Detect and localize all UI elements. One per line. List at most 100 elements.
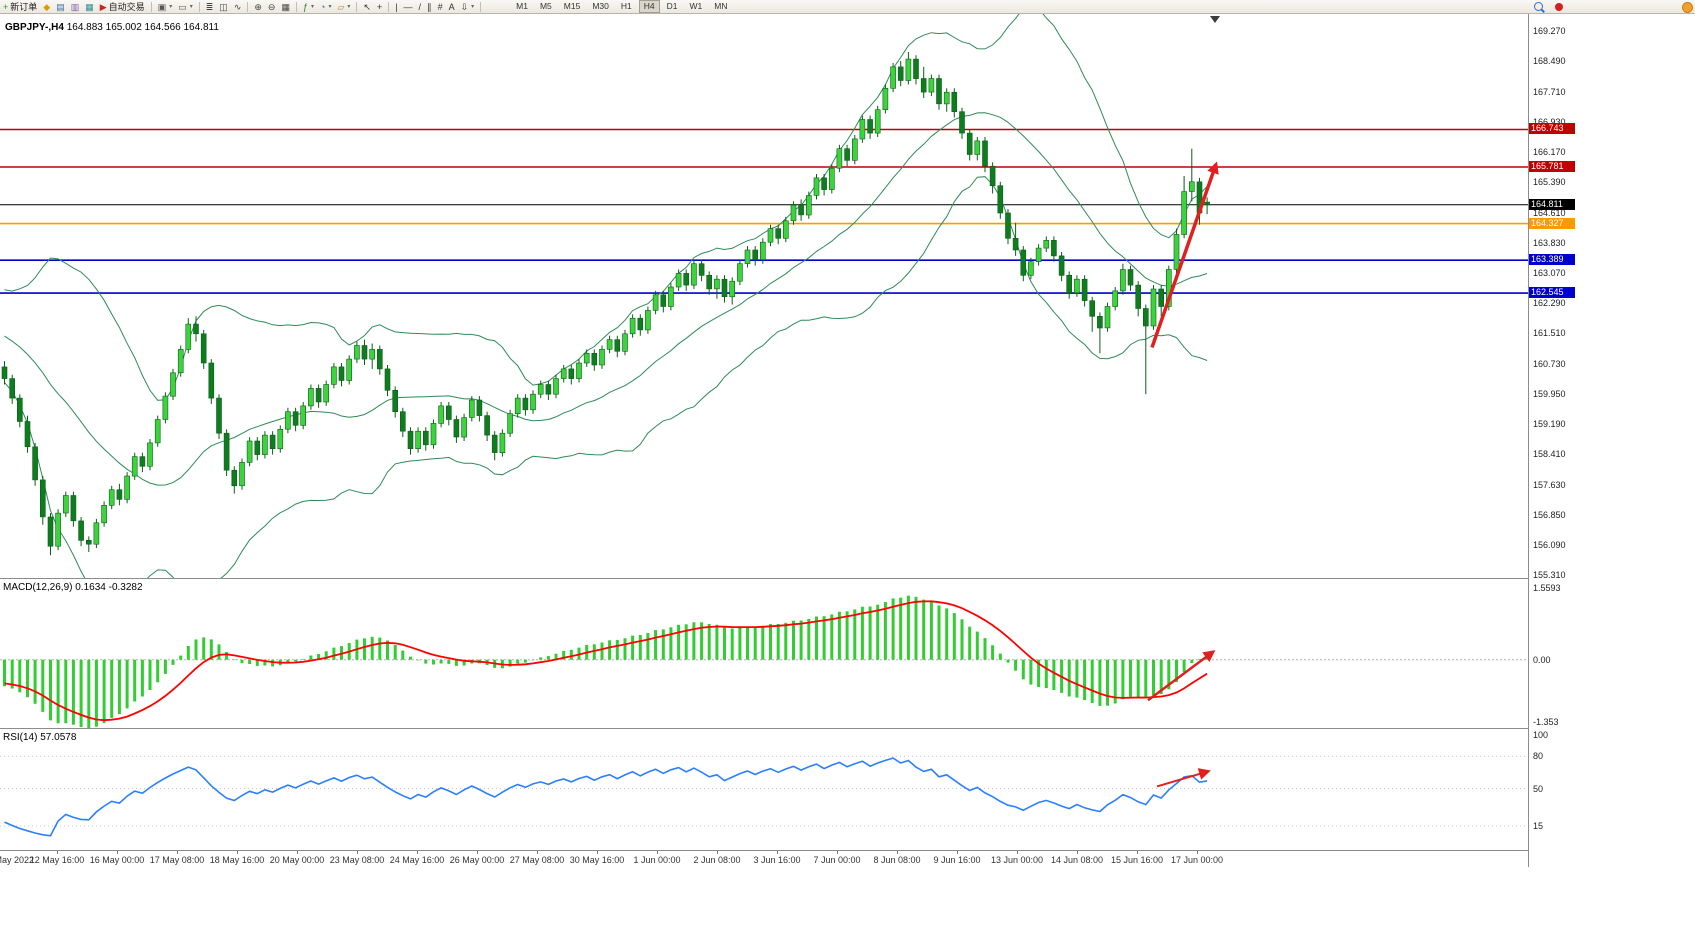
toolbar-separator <box>247 1 249 12</box>
trendline-button[interactable]: / <box>416 1 425 13</box>
crosshair-button[interactable]: + <box>374 1 385 13</box>
time-axis-tick <box>957 851 958 854</box>
zoom-in-button[interactable]: ⊕ <box>251 1 265 13</box>
ohlc-bars-icon: ≣ <box>205 1 214 12</box>
rsi-axis-label: 15 <box>1533 821 1544 831</box>
notification-badge-icon[interactable] <box>1682 2 1693 13</box>
arrows-button[interactable]: ⇩ ▾ <box>458 1 478 13</box>
timeframe-m30-button[interactable]: M30 <box>592 1 609 11</box>
time-axis-tick <box>57 851 58 854</box>
vertical-line-icon: | <box>395 1 398 12</box>
time-axis-tick <box>597 851 598 854</box>
new-chart-button[interactable]: ▣ ▾ <box>155 1 176 13</box>
navigator-button[interactable]: ▥ <box>68 1 83 13</box>
channel-button[interactable]: ∥ <box>424 1 435 13</box>
chart-shift-marker[interactable] <box>1210 16 1220 23</box>
cursor-button[interactable]: ↖ <box>360 1 374 13</box>
profiles-button[interactable]: ▭ ▾ <box>175 1 196 13</box>
trendline-icon: / <box>418 1 422 12</box>
rsi-line <box>4 757 1208 837</box>
macd-panel[interactable]: MACD(12,26,9) 0.1634 -0.3282 <box>0 579 1529 728</box>
time-axis-label: 9 Jun 16:00 <box>933 855 981 865</box>
toolbar-separator <box>198 1 200 12</box>
rsi-arrow-annotation[interactable] <box>1156 768 1211 788</box>
timeframe-mn-button[interactable]: MN <box>714 1 728 11</box>
rsi-value: 57.0578 <box>40 732 77 743</box>
panel-separator[interactable] <box>0 578 1695 579</box>
record-icon[interactable] <box>1555 2 1563 11</box>
time-axis-label: 16 May 00:00 <box>89 855 145 865</box>
rsi-axis-label: 50 <box>1533 784 1544 794</box>
price-scale[interactable]: 169.270 168.490 167.710 166.930 166.170 165.3… <box>1529 14 1695 867</box>
candles <box>1 52 1210 556</box>
time-axis-tick <box>1137 851 1138 854</box>
marketwatch-button[interactable]: ◆ <box>40 1 53 13</box>
tile-windows-button[interactable]: ▦ <box>278 1 293 13</box>
rsi-canvas[interactable] <box>0 729 1529 850</box>
bollinger-upper-band <box>4 14 1208 401</box>
price-axis-label: 168.490 <box>1533 56 1566 66</box>
bars-button[interactable]: ≣ <box>203 1 217 13</box>
vline-button[interactable]: | <box>392 1 400 13</box>
price-axis-label: 167.710 <box>1533 87 1566 97</box>
line-chart-button[interactable]: ∿ <box>231 1 245 13</box>
timeframe-w1-button[interactable]: W1 <box>689 1 703 11</box>
arrow-objects-icon: ⇩ <box>460 1 469 12</box>
autotrade-button[interactable]: ▶ 自动交易 <box>97 1 148 13</box>
rsi-axis-label: 80 <box>1533 751 1544 761</box>
time-axis-tick <box>717 851 718 854</box>
text-button[interactable]: A <box>446 1 458 13</box>
time-axis-label: 24 May 16:00 <box>389 855 445 865</box>
rsi-name: RSI(14) <box>3 732 38 743</box>
dropdown-caret-icon: ▾ <box>310 4 314 10</box>
fibonacci-button[interactable]: # <box>435 1 446 13</box>
time-axis-label: 8 Jun 08:00 <box>873 855 921 865</box>
time-axis-label: 30 May 16:00 <box>569 855 625 865</box>
price-axis-label: 155.310 <box>1533 570 1566 580</box>
timeframe-m5-button[interactable]: M5 <box>539 1 552 11</box>
indicators-button[interactable]: ƒ ▾ <box>300 1 317 13</box>
data-window-icon: ▤ <box>56 1 65 12</box>
candles-button[interactable]: ◫ <box>216 1 231 13</box>
hline-button[interactable]: — <box>401 1 416 13</box>
timeframe-h4-button[interactable]: H4 <box>638 0 660 13</box>
price-axis-label: 159.950 <box>1533 389 1566 399</box>
price-chart-canvas[interactable] <box>0 14 1529 578</box>
price-flag-resistance-upper: 166.743 <box>1529 123 1575 134</box>
macd-signal-line <box>4 600 1208 722</box>
macd-arrow-annotation[interactable] <box>1147 650 1216 702</box>
time-axis-label: 2 Jun 08:00 <box>693 855 741 865</box>
macd-canvas[interactable] <box>0 579 1529 728</box>
zoom-out-button[interactable]: ⊖ <box>265 1 279 13</box>
timeframe-m15-button[interactable]: M15 <box>563 1 581 11</box>
toolbar: + 新订单 ◆ ▤ ▥ ▦ ▶ 自动交易 ▣ ▾ ▭ ▾ ≣ ◫ ∿ ⊕ ⊖ ▦ ƒ ▾ ◔ ▾ ▱ ▾ ↖ + | — / ∥ # A ⇩ ▾ … <box>0 0 1695 14</box>
periods-button[interactable]: ◔ ▾ <box>317 1 334 13</box>
macd-values: 0.1634 -0.3282 <box>75 582 143 593</box>
rsi-panel[interactable]: RSI(14) 57.0578 <box>0 729 1529 850</box>
macd-axis-label: -1.353 <box>1533 717 1559 727</box>
indicators-icon: ƒ <box>302 1 308 12</box>
terminal-button[interactable]: ▦ <box>82 1 97 13</box>
time-axis-tick <box>297 851 298 854</box>
panel-separator[interactable] <box>0 728 1695 729</box>
macd-histogram <box>3 595 1209 728</box>
price-axis-label: 161.510 <box>1533 328 1566 338</box>
time-axis-label: 17 May 08:00 <box>149 855 205 865</box>
main-chart-panel[interactable]: GBPJPY-,H4 164.883 165.002 164.566 164.8… <box>0 14 1529 578</box>
time-axis-tick <box>837 851 838 854</box>
text-icon: A <box>448 1 455 12</box>
toolbar-separator <box>295 1 297 12</box>
new-order-button[interactable]: + 新订单 <box>0 1 40 13</box>
time-axis-tick <box>417 851 418 854</box>
templates-button[interactable]: ▱ ▾ <box>334 1 353 13</box>
macd-axis-label: 0.00 <box>1533 655 1551 665</box>
timeframe-h1-button[interactable]: H1 <box>620 1 632 11</box>
data-window-button[interactable]: ▤ <box>53 1 68 13</box>
terminal-icon: ▦ <box>85 1 94 12</box>
trend-arrow-annotation[interactable] <box>1150 161 1219 348</box>
search-icon[interactable] <box>1534 2 1543 11</box>
panel-separator[interactable] <box>0 850 1695 851</box>
timeframe-m1-button[interactable]: M1 <box>516 1 528 11</box>
timeframe-d1-button[interactable]: D1 <box>666 1 678 11</box>
